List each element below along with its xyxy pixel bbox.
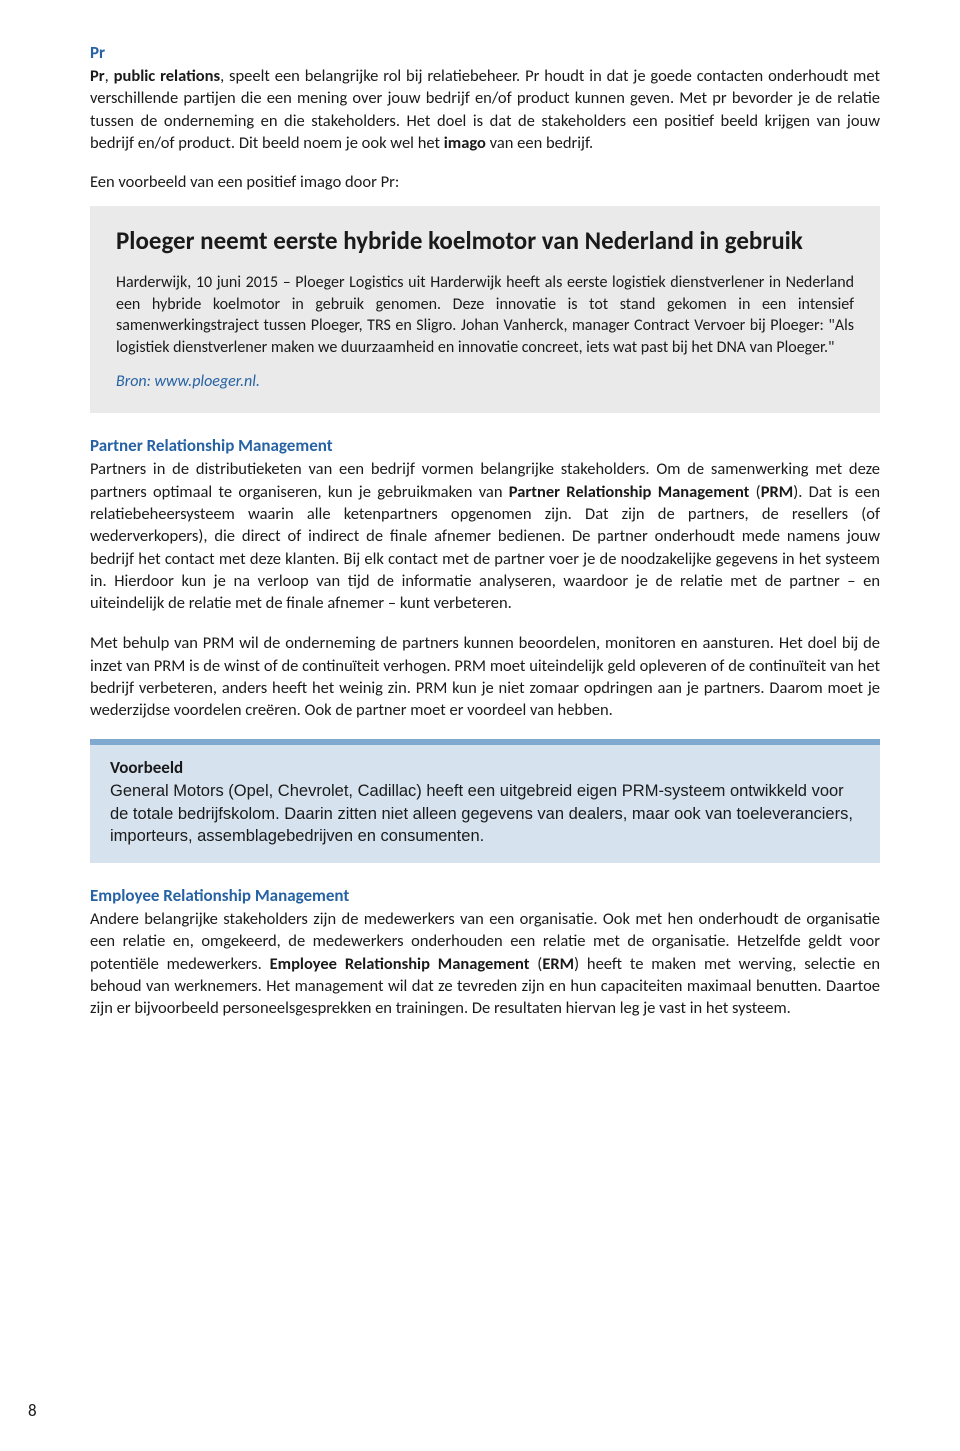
paragraph-pr: Pr, public relations, speelt een belangr… [90, 65, 880, 154]
page-number: 8 [28, 1400, 37, 1421]
paragraph-prm-1: Partners in de distributieketen van een … [90, 458, 880, 614]
document-page: Pr Pr, public relations, speelt een bela… [0, 0, 960, 1057]
section-heading-erm: Employee Relationship Management [90, 885, 880, 906]
paragraph-prm-2: Met behulp van PRM wil de onderneming de… [90, 632, 880, 721]
quote-box-title: Ploeger neemt eerste hybride koelmotor v… [116, 226, 854, 256]
example-box-title: Voorbeeld [110, 757, 860, 778]
lead-in-text: Een voorbeeld van een positief imago doo… [90, 172, 880, 192]
paragraph-erm: Andere belangrijke stakeholders zijn de … [90, 908, 880, 1019]
section-heading-pr: Pr [90, 42, 880, 63]
quote-box-body: Harderwijk, 10 juni 2015 – Ploeger Logis… [116, 272, 854, 358]
example-box-body: General Motors (Opel, Chevrolet, Cadilla… [110, 780, 860, 847]
section-heading-prm: Partner Relationship Management [90, 435, 880, 456]
quote-box-source: Bron: www.ploeger.nl. [116, 372, 854, 391]
example-box: Voorbeeld General Motors (Opel, Chevrole… [90, 739, 880, 863]
quote-box-ploeger: Ploeger neemt eerste hybride koelmotor v… [90, 206, 880, 413]
